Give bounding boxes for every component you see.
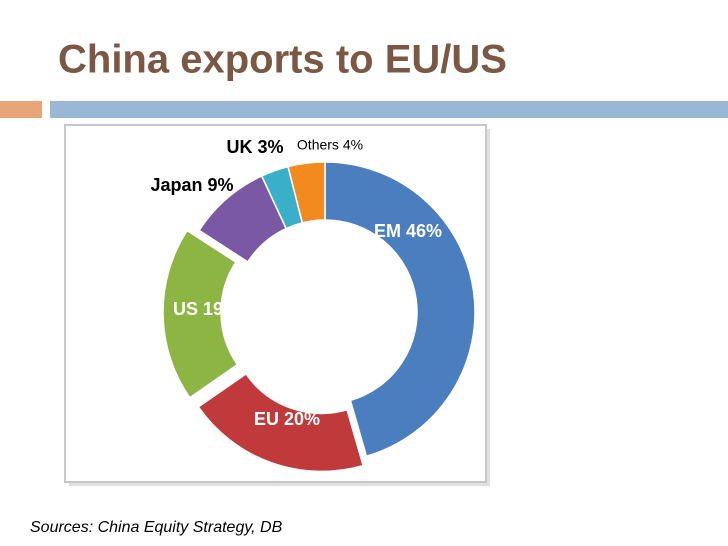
donut-chart: EM 46% EU 20% US 19% Japan 9% UK 3% Others 4% <box>150 137 476 473</box>
slice-label: EU 20% <box>254 409 320 429</box>
source-note: Sources: China Equity Strategy, DB <box>30 519 283 536</box>
donut-slice <box>287 161 326 224</box>
donut-slice <box>162 229 239 399</box>
slice-label: EM 46% <box>374 221 442 241</box>
slice-label: UK 3% <box>226 137 283 157</box>
slide-title: China exports to EU/US <box>58 38 507 82</box>
slice-label: Others 4% <box>297 137 363 153</box>
slice-label: US 19% <box>173 299 239 319</box>
slice-label: Japan 9% <box>150 175 233 195</box>
donut-slice <box>197 372 365 473</box>
accent-bar <box>50 101 728 118</box>
accent-square <box>0 101 42 118</box>
donut-slice <box>324 161 476 458</box>
